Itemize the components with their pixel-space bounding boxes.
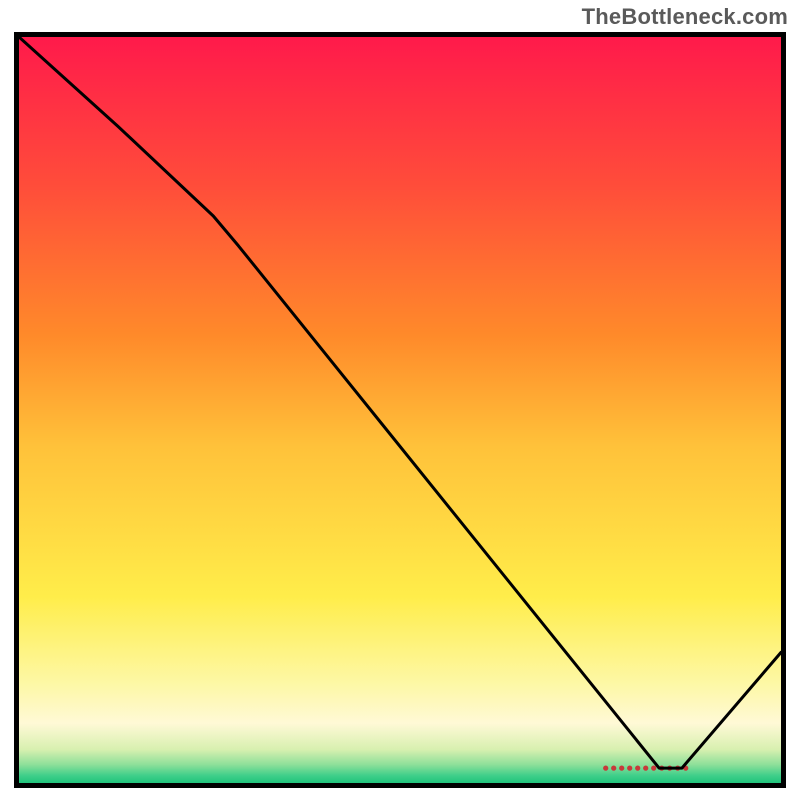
chart-canvas <box>19 37 781 783</box>
chart-frame <box>14 32 786 788</box>
stage: TheBottleneck.com <box>0 0 800 800</box>
watermark-text: TheBottleneck.com <box>582 4 788 30</box>
chart-svg <box>19 37 781 783</box>
gradient-background <box>19 37 781 783</box>
